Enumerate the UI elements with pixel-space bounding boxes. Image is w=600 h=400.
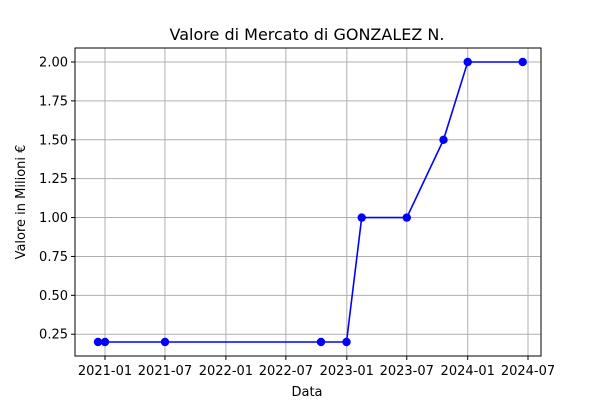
data-point (100, 337, 110, 347)
data-point (439, 135, 448, 144)
ticks: 2021-01 2021-07 2022-01 2022-07 2023-01 2023-… (39, 56, 555, 380)
data-point (160, 337, 170, 347)
x-tick-label: 2024-01 (441, 364, 495, 379)
x-tick-label: 2022-07 (259, 364, 313, 379)
y-tick-label: 0.50 (39, 289, 68, 304)
x-tick-label: 2021-01 (78, 364, 132, 379)
x-axis-label: Data (291, 385, 322, 400)
y-tick-label: 1.50 (39, 133, 68, 148)
x-tick-label: 2022-01 (199, 364, 253, 379)
y-tick-label: 0.25 (39, 328, 68, 343)
y-tick-label: 1.75 (39, 94, 68, 109)
y-tick-label: 1.25 (39, 172, 68, 187)
x-tick-label: 2023-07 (380, 364, 434, 379)
series (93, 57, 527, 347)
plot-frame (74, 47, 542, 357)
y-tick-label: 0.75 (39, 250, 68, 265)
x-tick-label: 2021-07 (138, 364, 192, 379)
x-tick-label: 2024-07 (501, 364, 555, 379)
data-point (342, 337, 351, 347)
series-line (98, 61, 523, 343)
data-point (402, 213, 411, 222)
data-point (316, 337, 326, 347)
data-point (518, 57, 527, 67)
data-point (93, 337, 103, 347)
x-tick-label: 2023-01 (320, 364, 374, 379)
y-axis-label: Valore in Milioni € (14, 145, 29, 260)
data-point (357, 213, 366, 222)
y-tick-label: 1.00 (39, 211, 68, 226)
chart-title: Valore di Mercato di GONZALEZ N. (170, 25, 445, 44)
grid (75, 48, 541, 356)
y-tick-label: 2.00 (39, 56, 68, 71)
data-point (463, 57, 472, 67)
